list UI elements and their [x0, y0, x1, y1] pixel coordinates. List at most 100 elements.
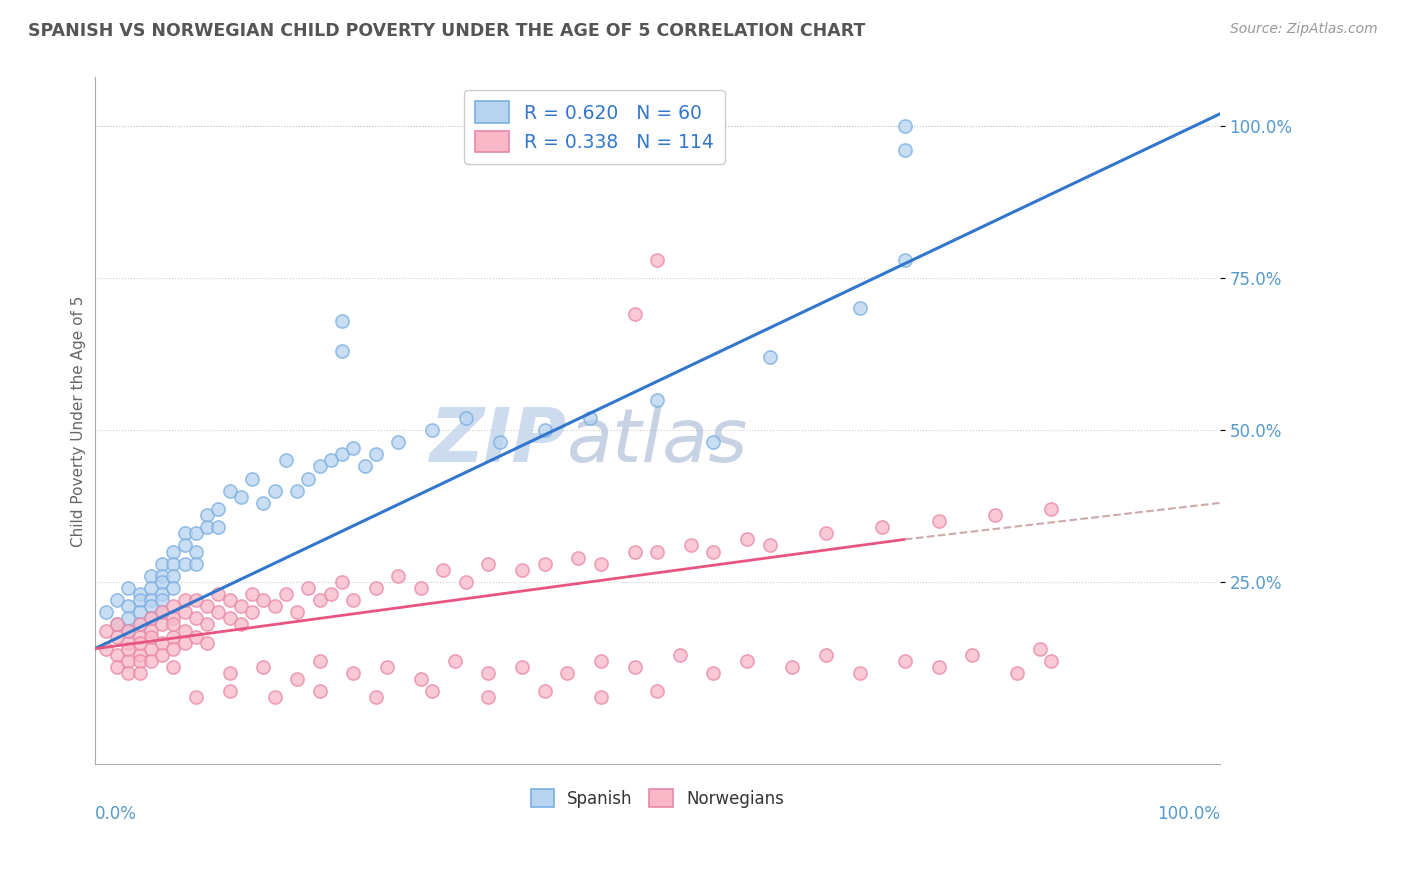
Point [117, 641, 139, 656]
Point [162, 630, 184, 644]
Point [162, 544, 184, 558]
Point [150, 569, 173, 583]
Point [342, 593, 364, 607]
Text: ZIP: ZIP [430, 405, 567, 478]
Point [578, 410, 600, 425]
Point [117, 611, 139, 625]
Point [195, 508, 218, 522]
Point [229, 490, 252, 504]
Point [702, 544, 724, 558]
Point [105, 648, 128, 662]
Point [928, 660, 950, 674]
Point [162, 569, 184, 583]
Point [139, 611, 162, 625]
Point [218, 611, 240, 625]
Point [623, 308, 645, 322]
Point [150, 636, 173, 650]
Point [735, 654, 758, 668]
Point [364, 447, 387, 461]
Point [139, 581, 162, 595]
Point [218, 666, 240, 681]
Point [1029, 641, 1052, 656]
Point [184, 690, 207, 705]
Point [128, 636, 150, 650]
Point [848, 301, 870, 316]
Point [872, 520, 894, 534]
Point [173, 538, 195, 552]
Point [162, 611, 184, 625]
Point [623, 660, 645, 674]
Point [139, 654, 162, 668]
Point [128, 593, 150, 607]
Point [894, 654, 917, 668]
Point [139, 630, 162, 644]
Point [477, 557, 499, 571]
Point [162, 581, 184, 595]
Point [409, 581, 432, 595]
Point [668, 648, 690, 662]
Point [285, 483, 308, 498]
Point [105, 660, 128, 674]
Point [454, 410, 477, 425]
Point [150, 605, 173, 619]
Point [758, 350, 780, 364]
Point [780, 660, 803, 674]
Point [184, 630, 207, 644]
Point [173, 557, 195, 571]
Point [387, 569, 409, 583]
Point [240, 605, 263, 619]
Point [285, 605, 308, 619]
Point [128, 648, 150, 662]
Point [308, 654, 330, 668]
Point [342, 666, 364, 681]
Point [184, 593, 207, 607]
Point [758, 538, 780, 552]
Point [117, 636, 139, 650]
Point [353, 459, 375, 474]
Point [128, 630, 150, 644]
Point [443, 654, 465, 668]
Point [173, 636, 195, 650]
Point [454, 574, 477, 589]
Point [330, 313, 353, 327]
Point [645, 392, 668, 407]
Point [173, 624, 195, 638]
Point [184, 611, 207, 625]
Point [150, 593, 173, 607]
Point [420, 423, 443, 437]
Point [589, 557, 612, 571]
Point [105, 593, 128, 607]
Point [252, 593, 274, 607]
Point [117, 599, 139, 614]
Point [645, 684, 668, 698]
Y-axis label: Child Poverty Under the Age of 5: Child Poverty Under the Age of 5 [72, 295, 86, 547]
Point [150, 648, 173, 662]
Point [364, 690, 387, 705]
Point [319, 453, 342, 467]
Point [702, 435, 724, 450]
Point [342, 441, 364, 455]
Point [150, 557, 173, 571]
Point [432, 563, 454, 577]
Point [735, 533, 758, 547]
Text: 100.0%: 100.0% [1157, 805, 1220, 823]
Point [409, 672, 432, 686]
Point [218, 593, 240, 607]
Point [105, 617, 128, 632]
Point [184, 526, 207, 541]
Point [128, 587, 150, 601]
Point [229, 617, 252, 632]
Point [308, 593, 330, 607]
Point [117, 581, 139, 595]
Point [533, 557, 555, 571]
Legend: Spanish, Norwegians: Spanish, Norwegians [524, 783, 790, 814]
Point [645, 544, 668, 558]
Point [173, 526, 195, 541]
Point [94, 605, 117, 619]
Text: 0.0%: 0.0% [94, 805, 136, 823]
Point [894, 252, 917, 267]
Point [814, 648, 837, 662]
Point [928, 514, 950, 528]
Point [252, 660, 274, 674]
Point [195, 520, 218, 534]
